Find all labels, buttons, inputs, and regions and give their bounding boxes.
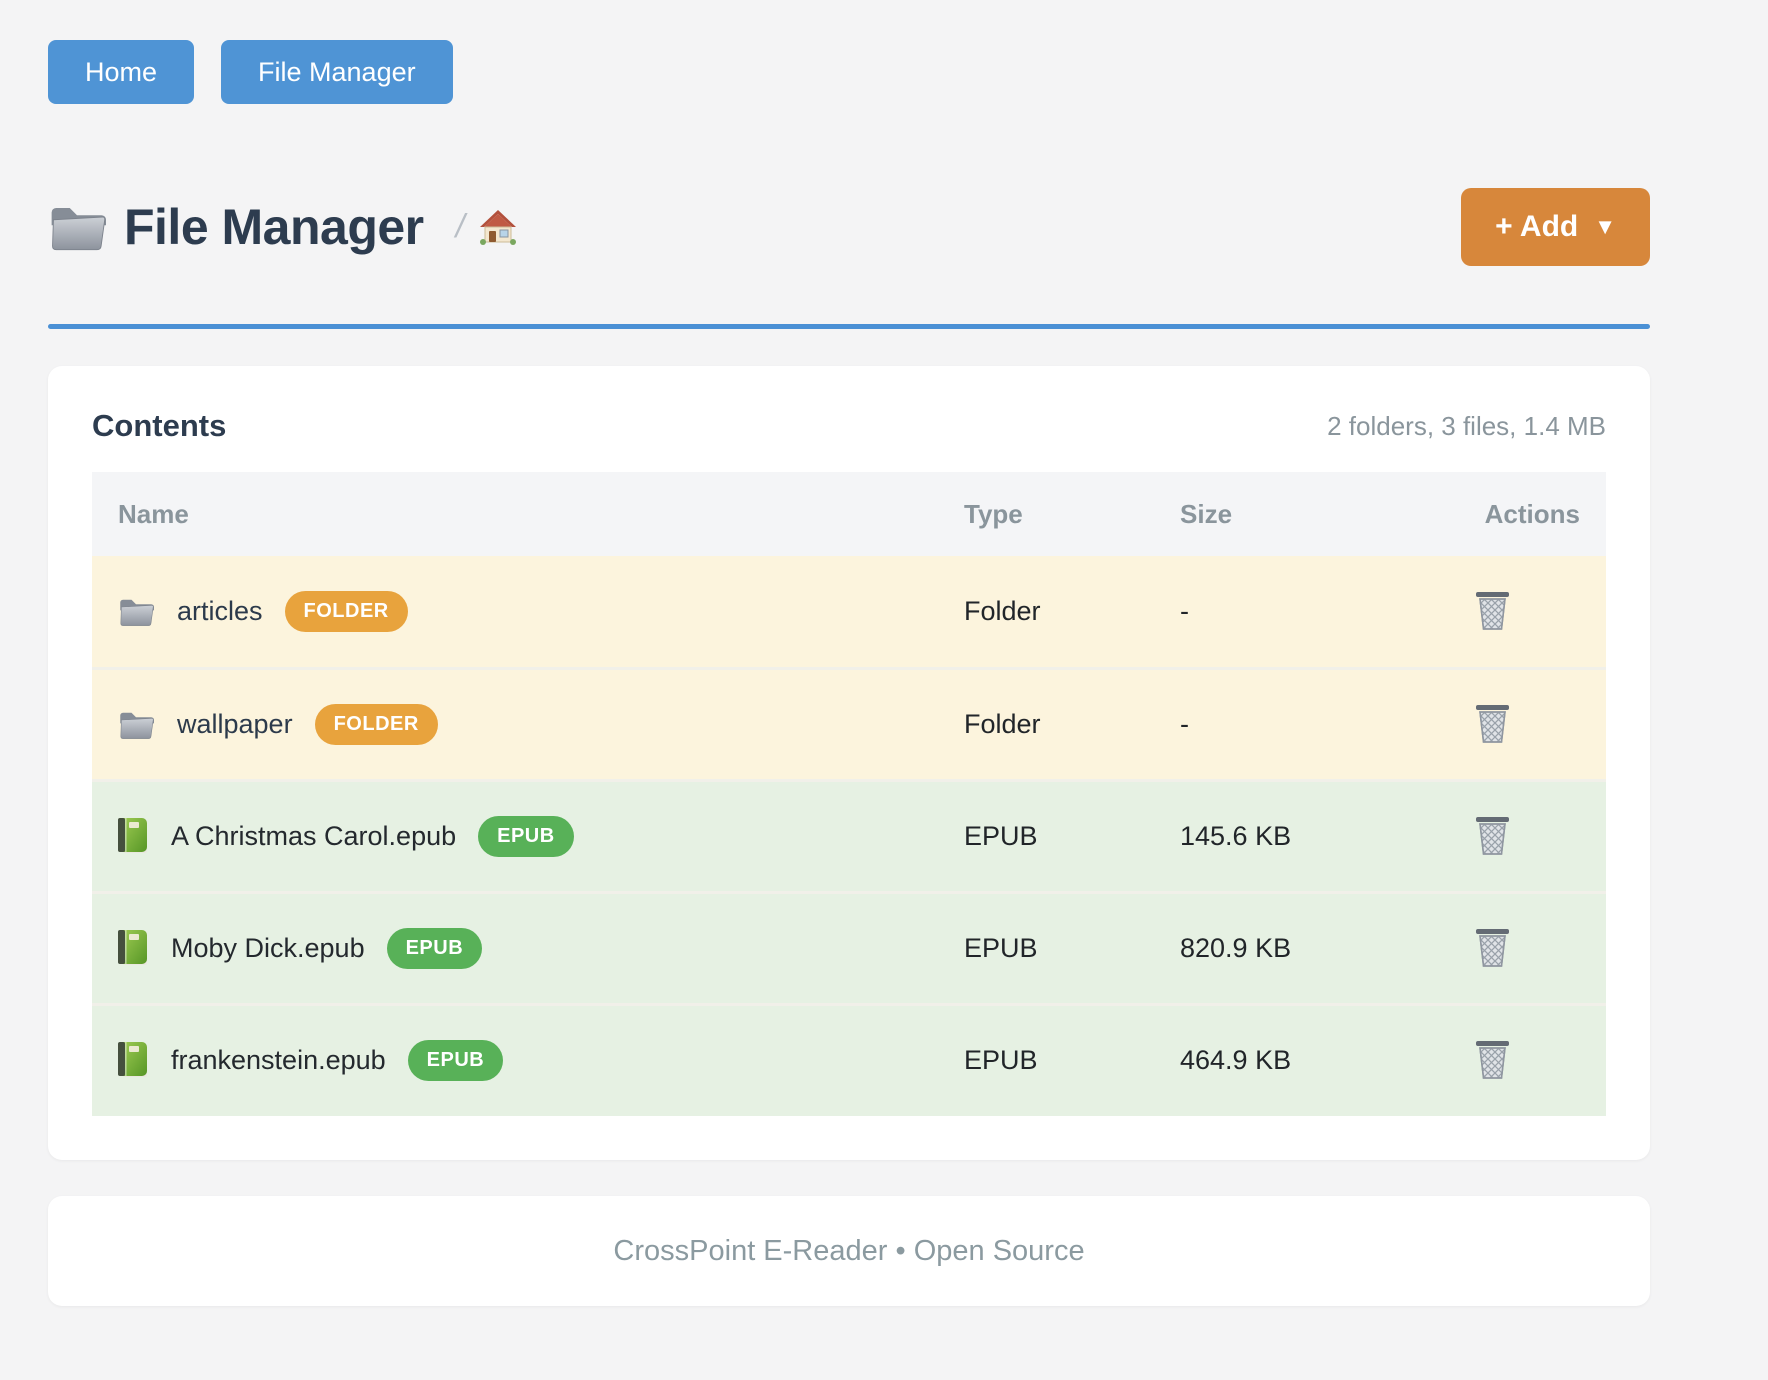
add-button[interactable]: + Add ▼	[1461, 188, 1650, 266]
folder-icon	[118, 596, 154, 627]
top-nav: Home File Manager	[48, 0, 1650, 104]
trash-icon	[1474, 589, 1511, 631]
title-row: File Manager / + Add ▼	[48, 188, 1650, 266]
house-icon[interactable]	[479, 208, 517, 245]
type-badge: EPUB	[407, 1040, 504, 1082]
file-name[interactable]: wallpaper	[177, 708, 293, 739]
type-badge: EPUB	[386, 927, 483, 969]
column-header-size: Size	[1180, 472, 1378, 556]
contents-heading: Contents	[92, 408, 227, 443]
delete-button[interactable]	[1470, 585, 1515, 635]
file-name[interactable]: Moby Dick.epub	[171, 932, 365, 963]
column-header-type: Type	[964, 472, 1180, 556]
files-table: Name Type Size Actions articles FOLDER	[92, 472, 1606, 1116]
contents-table-body: articles FOLDER Folder -	[92, 556, 1606, 1116]
footer-card: CrossPoint E-Reader • Open Source	[48, 1196, 1650, 1306]
trash-icon	[1474, 1038, 1511, 1080]
section-divider	[48, 324, 1650, 329]
file-size: 464.9 KB	[1180, 1002, 1378, 1116]
file-type: EPUB	[964, 890, 1180, 1004]
book-icon	[118, 1042, 148, 1079]
file-size: 145.6 KB	[1180, 778, 1378, 892]
caret-down-icon: ▼	[1594, 214, 1616, 239]
page-title: File Manager	[124, 199, 424, 255]
file-type: Folder	[964, 666, 1180, 780]
add-button-label: + Add	[1495, 210, 1579, 243]
contents-card: Contents 2 folders, 3 files, 1.4 MB Name…	[48, 366, 1650, 1160]
contents-summary: 2 folders, 3 files, 1.4 MB	[1327, 410, 1606, 441]
breadcrumb-separator: /	[455, 207, 465, 244]
table-row: A Christmas Carol.epub EPUB EPUB 145.6 K…	[92, 778, 1606, 892]
folder-icon	[118, 709, 154, 740]
folder-icon	[48, 202, 106, 252]
trash-icon	[1474, 814, 1511, 856]
footer-text: CrossPoint E-Reader • Open Source	[613, 1234, 1085, 1267]
table-row: wallpaper FOLDER Folder -	[92, 666, 1606, 780]
table-row: frankenstein.epub EPUB EPUB 464.9 KB	[92, 1002, 1606, 1116]
type-badge: FOLDER	[314, 703, 438, 745]
file-size: -	[1180, 666, 1378, 780]
book-icon	[118, 929, 148, 967]
type-badge: EPUB	[478, 815, 574, 857]
contents-card-header: Contents 2 folders, 3 files, 1.4 MB	[92, 408, 1606, 444]
delete-button[interactable]	[1470, 1034, 1515, 1084]
file-type: EPUB	[964, 1002, 1180, 1116]
file-type: Folder	[964, 556, 1180, 668]
book-icon	[118, 817, 148, 855]
file-manager-button[interactable]: File Manager	[221, 40, 453, 104]
column-header-name: Name	[92, 472, 964, 556]
column-header-actions: Actions	[1378, 472, 1606, 556]
delete-button[interactable]	[1470, 698, 1515, 748]
file-name[interactable]: A Christmas Carol.epub	[171, 820, 457, 851]
type-badge: FOLDER	[284, 590, 408, 632]
home-button[interactable]: Home	[48, 40, 195, 104]
table-header-row: Name Type Size Actions	[92, 472, 1606, 556]
trash-icon	[1474, 702, 1511, 744]
file-size: -	[1180, 556, 1378, 668]
table-row: Moby Dick.epub EPUB EPUB 820.9 KB	[92, 890, 1606, 1004]
delete-button[interactable]	[1470, 810, 1515, 860]
table-row: articles FOLDER Folder -	[92, 556, 1606, 668]
page-container: Home File Manager File Manager /	[48, 0, 1650, 1306]
file-size: 820.9 KB	[1180, 890, 1378, 1004]
file-type: EPUB	[964, 778, 1180, 892]
file-name[interactable]: articles	[177, 595, 263, 626]
delete-button[interactable]	[1470, 922, 1515, 972]
trash-icon	[1474, 926, 1511, 968]
breadcrumb: /	[456, 207, 517, 247]
file-name[interactable]: frankenstein.epub	[171, 1045, 386, 1076]
